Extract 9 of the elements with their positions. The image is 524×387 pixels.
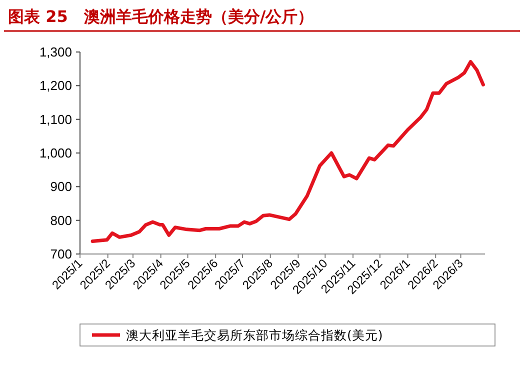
legend-label: 澳大利亚羊毛交易所东部市场综合指数(美元): [126, 328, 383, 342]
y-tick-label: 800: [50, 212, 72, 228]
y-tick-label: 1,300: [39, 44, 72, 60]
y-tick-label: 1,100: [39, 112, 72, 127]
y-tick-label: 900: [50, 179, 72, 194]
y-tick-label: 1,000: [39, 146, 72, 160]
y-tick-label: 700: [50, 246, 72, 262]
title: 图表 25 澳洲羊毛价格走势（美分/公斤）: [8, 7, 314, 26]
y-tick-label: 1,200: [39, 78, 72, 94]
